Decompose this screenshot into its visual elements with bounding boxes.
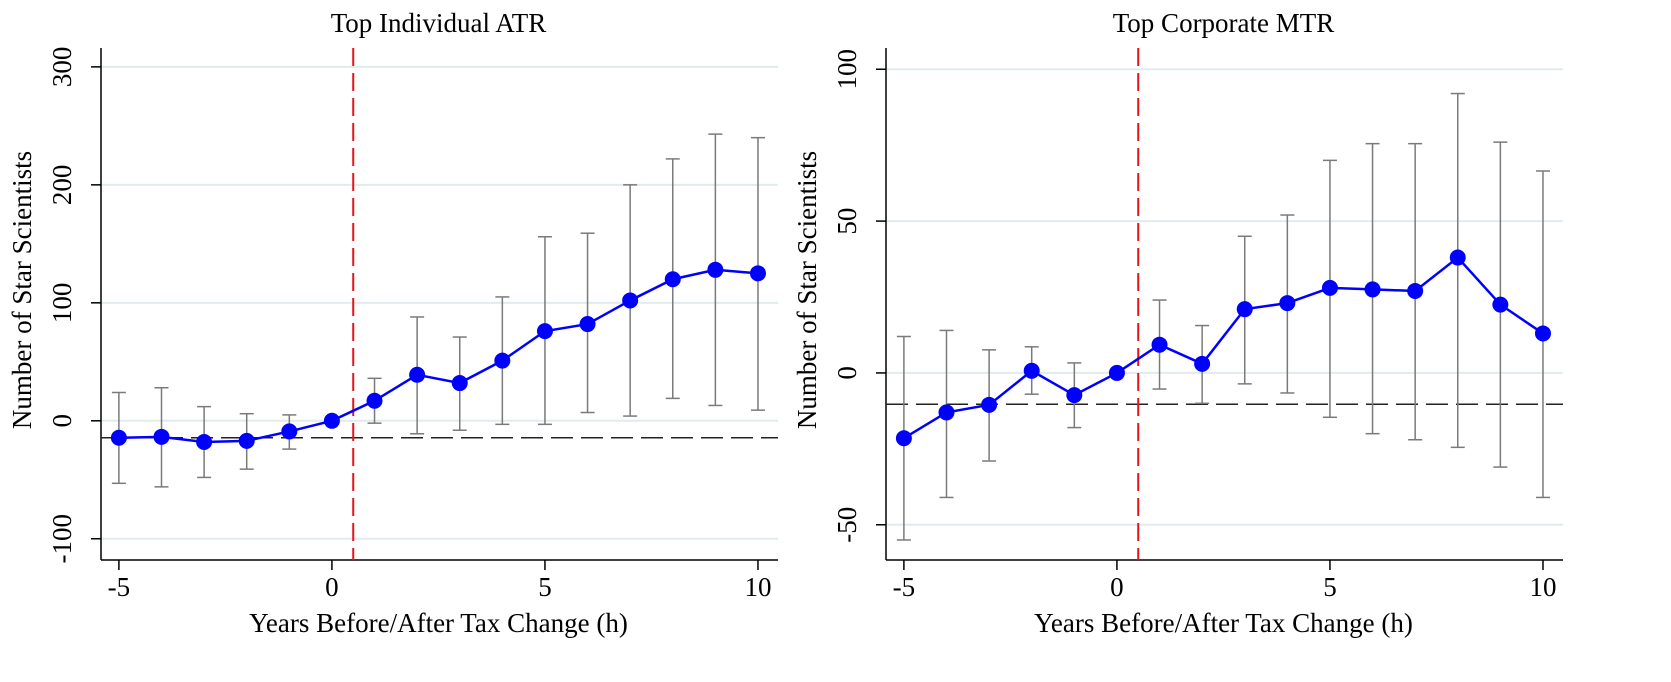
x-tick-label: -5 <box>108 572 131 602</box>
data-point <box>1066 387 1083 404</box>
y-axis-label: Number of Star Scientists <box>7 151 37 429</box>
data-point <box>494 352 511 369</box>
x-tick-label: 5 <box>1323 572 1337 602</box>
data-point <box>366 392 383 409</box>
x-tick-label: 5 <box>538 572 552 602</box>
data-point <box>1151 336 1168 353</box>
chart-title: Top Corporate MTR <box>1113 8 1335 38</box>
x-tick-label: 10 <box>744 572 771 602</box>
data-point <box>196 434 213 451</box>
data-point <box>238 432 255 449</box>
data-point <box>1236 301 1253 318</box>
x-tick-label: 10 <box>1529 572 1556 602</box>
data-point <box>707 261 724 278</box>
data-point <box>1534 325 1551 342</box>
data-point <box>664 271 681 288</box>
x-axis-label: Years Before/After Tax Change (h) <box>1034 608 1413 638</box>
data-point <box>1108 364 1125 381</box>
data-point <box>451 375 468 392</box>
data-point <box>1023 362 1040 379</box>
y-tick-label: 0 <box>832 366 862 380</box>
x-tick-label: 0 <box>325 572 339 602</box>
x-tick-label: -5 <box>893 572 916 602</box>
data-point <box>622 292 639 309</box>
data-point <box>749 265 766 282</box>
data-point <box>579 316 596 333</box>
data-point <box>536 323 553 340</box>
y-tick-label: 50 <box>832 208 862 235</box>
y-tick-label: 200 <box>47 165 77 206</box>
data-point <box>1407 282 1424 299</box>
data-point <box>323 412 340 429</box>
x-axis-label: Years Before/After Tax Change (h) <box>249 608 628 638</box>
data-point <box>110 429 127 446</box>
data-point <box>1492 296 1509 313</box>
y-tick-label: -100 <box>47 514 77 564</box>
data-point <box>409 366 426 383</box>
data-point <box>981 396 998 413</box>
data-point <box>895 430 912 447</box>
y-tick-label: 0 <box>47 414 77 428</box>
y-tick-label: 100 <box>47 283 77 324</box>
y-tick-label: 300 <box>47 47 77 88</box>
y-tick-label: 100 <box>832 49 862 90</box>
data-point <box>281 423 298 440</box>
x-tick-label: 0 <box>1110 572 1124 602</box>
series-line <box>118 268 759 444</box>
chart-title: Top Individual ATR <box>331 8 547 38</box>
data-point <box>1194 355 1211 372</box>
data-point <box>1279 295 1296 312</box>
y-axis-label: Number of Star Scientists <box>792 151 822 429</box>
data-point <box>938 404 955 421</box>
series-line <box>903 255 1544 440</box>
data-point <box>1364 281 1381 298</box>
data-point <box>1321 279 1338 296</box>
y-tick-label: -50 <box>832 507 862 543</box>
data-point <box>153 428 170 445</box>
data-point <box>1449 249 1466 266</box>
